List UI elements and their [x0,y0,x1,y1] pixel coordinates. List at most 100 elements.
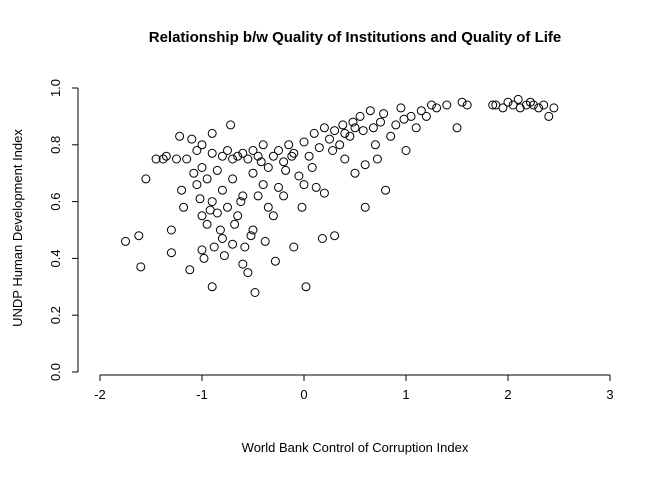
scatter-point [319,188,329,198]
scatter-point [158,154,168,164]
scatter-point [328,146,338,155]
scatter-point [238,259,248,269]
scatter-point [263,163,273,172]
scatter-point [534,103,544,113]
scatter-point [421,111,431,121]
scatter-point [284,140,294,150]
scatter-point [391,120,401,130]
scatter-point [289,148,299,158]
scatter-point [172,154,181,164]
scatter-point [427,100,436,110]
scatter-point [207,197,217,207]
scatter-point [121,236,130,246]
scatter-point [253,151,263,161]
scatter-point [217,185,227,195]
scatter-point [549,103,559,113]
scatter-point [515,103,525,113]
scatter-point [379,109,389,119]
scatter-point [258,180,268,190]
scatter-point [179,202,189,212]
scatter-point [207,128,217,138]
scatter-point [207,148,217,158]
scatter-point [240,242,250,252]
scatter-point [175,131,185,141]
scatter-point [338,120,348,130]
scatter-point [355,111,365,121]
scatter-point [432,103,442,113]
scatter-point [299,137,309,147]
scatter-point [360,160,370,170]
scatter-point [197,163,207,172]
scatter-point [372,154,382,164]
scatter-point [212,165,222,175]
scatter-point [207,282,217,292]
scatter-point [350,123,360,133]
scatter-point [263,202,273,212]
scatter-point [386,131,396,141]
scatter-point [248,168,258,178]
y-tick-label: 0.6 [48,193,63,211]
scatter-point [134,231,144,241]
x-tick-label: 2 [504,387,511,402]
scatter-point [462,100,472,110]
scatter-point [350,168,360,178]
scatter-point [260,236,270,246]
scatter-point [513,94,523,104]
scatter-point [279,191,289,201]
scatter-point [299,180,309,190]
scatter-point [256,157,266,167]
x-tick-label: 1 [402,387,409,402]
scatter-point [192,180,202,190]
scatter-point [219,251,229,261]
scatter-point [212,208,222,218]
scatter-point [215,225,225,235]
x-tick-label: -1 [196,387,208,402]
scatter-point [166,225,176,235]
scatter-point [209,242,219,252]
scatter-point [236,197,246,207]
scatter-point [223,146,232,155]
scatter-point [539,100,549,110]
scatter-point [238,191,248,201]
scatter-point [287,151,297,161]
scatter-point [274,182,283,192]
y-tick-label: 0.4 [48,249,63,267]
scatter-point [304,151,314,161]
y-axis-ticks: 0.0 0.2 0.4 0.6 0.8 1.0 [48,79,78,381]
scatter-point [301,282,311,292]
scatter-point [279,157,289,167]
scatter-point [177,185,187,195]
scatter-point [195,194,205,204]
scatter-point [233,211,243,221]
scatter-point [314,143,324,153]
scatter-point [233,151,243,161]
x-axis-label: World Bank Control of Corruption Index [242,440,469,455]
scatter-point [182,154,192,164]
scatter-point [248,146,258,155]
scatter-point [253,191,263,201]
scatter-point [151,154,161,164]
axes [77,88,610,376]
scatter-point [250,288,260,297]
scatter-point [401,146,411,155]
x-tick-label: 3 [606,387,613,402]
scatter-point [228,174,238,184]
scatter-point [544,111,554,121]
scatter-point [270,256,280,266]
scatter-point [452,123,462,133]
scatter-point [525,97,535,107]
scatter-point [370,140,380,150]
scatter-point [258,140,268,150]
scatter-point [348,117,358,127]
scatter-point [381,185,391,195]
x-tick-label: -2 [94,387,106,402]
scatter-point [368,123,378,133]
scatter-point [189,168,199,178]
scatter-point [488,100,498,110]
scatter-point [281,165,291,175]
scatter-point [330,126,340,136]
scatter-point [202,219,212,229]
scatter-point [309,128,319,138]
scatter-point [223,202,232,212]
